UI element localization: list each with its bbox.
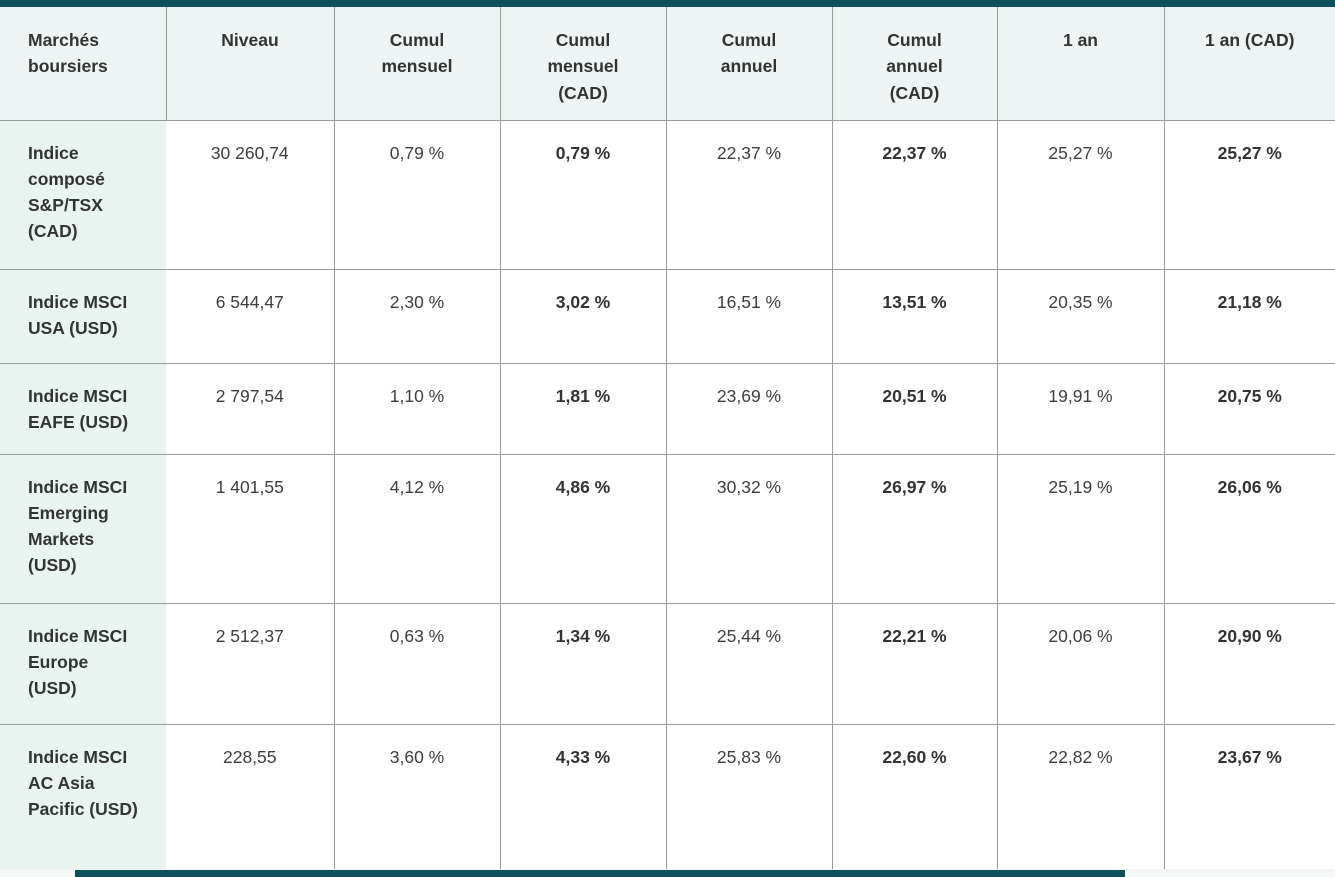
row-label: Indice MSCI AC Asia Pacific (USD) [0, 723, 166, 869]
cell-cumul-annuel-cad: 22,37 % [832, 119, 998, 269]
column-header-cumul-mensuel-cad: Cumul mensuel (CAD) [500, 7, 667, 121]
cell-cumul-annuel: 22,37 % [666, 119, 833, 269]
table-body: Indice composé S&P/TSX (CAD) 30 260,74 0,7… [0, 119, 1335, 869]
cell-cumul-mensuel: 4,12 % [334, 453, 501, 603]
cell-cumul-mensuel-cad: 1,81 % [500, 362, 667, 454]
table-header: Marchés boursiers Niveau Cumul mensuel Cumu… [0, 7, 1335, 121]
table-row: Indice MSCI Europe (USD) 2 512,37 0,63 % 1,… [0, 602, 1335, 724]
table-header-row: Marchés boursiers Niveau Cumul mensuel Cumu… [0, 7, 1335, 121]
cell-cumul-mensuel: 0,79 % [334, 119, 501, 269]
cell-cumul-annuel: 25,44 % [666, 602, 833, 724]
cell-niveau: 1 401,55 [166, 453, 335, 603]
cell-cumul-annuel: 16,51 % [666, 268, 833, 363]
cell-niveau: 2 512,37 [166, 602, 335, 724]
table-row: Indice composé S&P/TSX (CAD) 30 260,74 0,7… [0, 119, 1335, 269]
column-header-un-an: 1 an [997, 7, 1165, 121]
cell-cumul-annuel: 25,83 % [666, 723, 833, 869]
table-top-accent-rule [0, 0, 1335, 7]
cell-niveau: 228,55 [166, 723, 335, 869]
cell-cumul-annuel-cad: 26,97 % [832, 453, 998, 603]
cell-cumul-annuel-cad: 13,51 % [832, 268, 998, 363]
column-header-niveau: Niveau [166, 7, 335, 121]
page-bottom-gap [0, 869, 1335, 877]
row-label: Indice composé S&P/TSX (CAD) [0, 119, 166, 269]
cell-niveau: 6 544,47 [166, 268, 335, 363]
cell-un-an-cad: 23,67 % [1164, 723, 1335, 869]
row-label: Indice MSCI USA (USD) [0, 268, 166, 363]
cell-un-an: 25,27 % [997, 119, 1165, 269]
cell-cumul-mensuel: 2,30 % [334, 268, 501, 363]
cell-un-an: 20,06 % [997, 602, 1165, 724]
cell-cumul-mensuel: 0,63 % [334, 602, 501, 724]
cell-cumul-mensuel-cad: 4,86 % [500, 453, 667, 603]
cell-cumul-annuel: 23,69 % [666, 362, 833, 454]
column-header-cumul-mensuel: Cumul mensuel [334, 7, 501, 121]
cell-cumul-annuel-cad: 22,60 % [832, 723, 998, 869]
cell-cumul-annuel-cad: 22,21 % [832, 602, 998, 724]
cell-cumul-mensuel-cad: 4,33 % [500, 723, 667, 869]
cell-niveau: 2 797,54 [166, 362, 335, 454]
column-header-un-an-cad: 1 an (CAD) [1164, 7, 1335, 121]
cell-un-an-cad: 25,27 % [1164, 119, 1335, 269]
cell-un-an: 25,19 % [997, 453, 1165, 603]
column-header-cumul-annuel: Cumul annuel [666, 7, 833, 121]
cell-un-an-cad: 21,18 % [1164, 268, 1335, 363]
table-row: Indice MSCI EAFE (USD) 2 797,54 1,10 % 1,81… [0, 362, 1335, 454]
cell-cumul-mensuel: 1,10 % [334, 362, 501, 454]
cell-cumul-annuel: 30,32 % [666, 453, 833, 603]
row-label: Indice MSCI EAFE (USD) [0, 362, 166, 454]
cell-un-an: 20,35 % [997, 268, 1165, 363]
cell-cumul-mensuel-cad: 3,02 % [500, 268, 667, 363]
table-row: Indice MSCI Emerging Markets (USD) 1 401,… [0, 453, 1335, 603]
table-row: Indice MSCI AC Asia Pacific (USD) 228,55 3… [0, 723, 1335, 869]
cell-un-an-cad: 20,75 % [1164, 362, 1335, 454]
cell-un-an: 22,82 % [997, 723, 1165, 869]
market-indices-table: Marchés boursiers Niveau Cumul mensuel Cumu… [0, 7, 1335, 869]
row-label: Indice MSCI Emerging Markets (USD) [0, 453, 166, 603]
table-row: Indice MSCI USA (USD) 6 544,47 2,30 % 3,02 … [0, 268, 1335, 363]
cell-un-an: 19,91 % [997, 362, 1165, 454]
column-header-cumul-annuel-cad: Cumul annuel (CAD) [832, 7, 998, 121]
cell-cumul-mensuel-cad: 0,79 % [500, 119, 667, 269]
cell-cumul-mensuel: 3,60 % [334, 723, 501, 869]
column-header-marches-boursiers: Marchés boursiers [0, 7, 167, 121]
cell-un-an-cad: 20,90 % [1164, 602, 1335, 724]
cell-un-an-cad: 26,06 % [1164, 453, 1335, 603]
cell-cumul-mensuel-cad: 1,34 % [500, 602, 667, 724]
cell-niveau: 30 260,74 [166, 119, 335, 269]
row-label: Indice MSCI Europe (USD) [0, 602, 166, 724]
next-table-top-accent-rule [75, 870, 1125, 877]
cell-cumul-annuel-cad: 20,51 % [832, 362, 998, 454]
